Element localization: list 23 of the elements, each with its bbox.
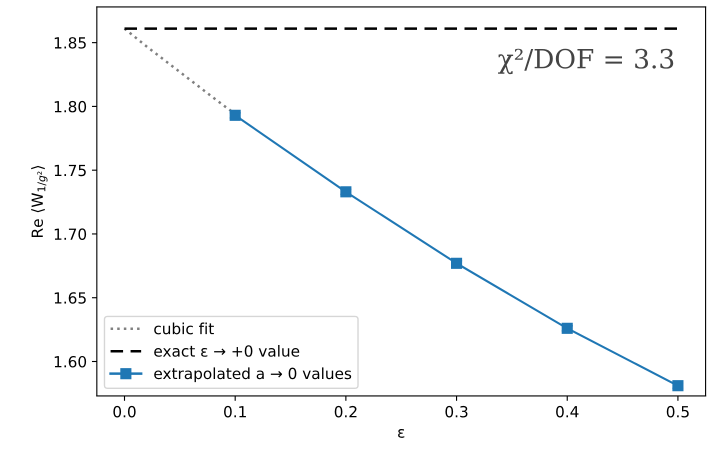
y-tick-label: 1.80 — [54, 100, 86, 112]
y-tick-label: 1.60 — [54, 356, 86, 368]
x-tick-label: 0.5 — [666, 406, 689, 418]
legend-label: exact ε → +0 value — [154, 344, 300, 357]
point — [451, 258, 462, 269]
y-tick-label: 1.85 — [54, 37, 86, 49]
x-axis-title: ε — [398, 429, 404, 438]
annotation: χ²/DOF = 3.3 — [498, 48, 674, 74]
point — [672, 380, 684, 392]
y-tick-label: 1.70 — [54, 228, 86, 240]
x-tick-label: 0.4 — [556, 406, 579, 418]
y-tick-label: 1.65 — [54, 292, 86, 304]
point — [340, 186, 352, 198]
x-tick-label: 0.1 — [224, 406, 246, 418]
x-tick-label: 0.0 — [113, 406, 136, 418]
legend-label: cubic fit — [154, 322, 214, 334]
x-tick-label: 0.2 — [334, 406, 356, 418]
legend-label: extrapolated a → 0 values — [154, 367, 352, 382]
y-axis-title: Re ⟨W$_{1/g²}$⟩ — [31, 166, 48, 237]
x-tick-label: 0.3 — [445, 406, 468, 418]
point — [230, 110, 241, 121]
y-tick-label: 1.75 — [54, 164, 86, 176]
point — [562, 322, 573, 334]
